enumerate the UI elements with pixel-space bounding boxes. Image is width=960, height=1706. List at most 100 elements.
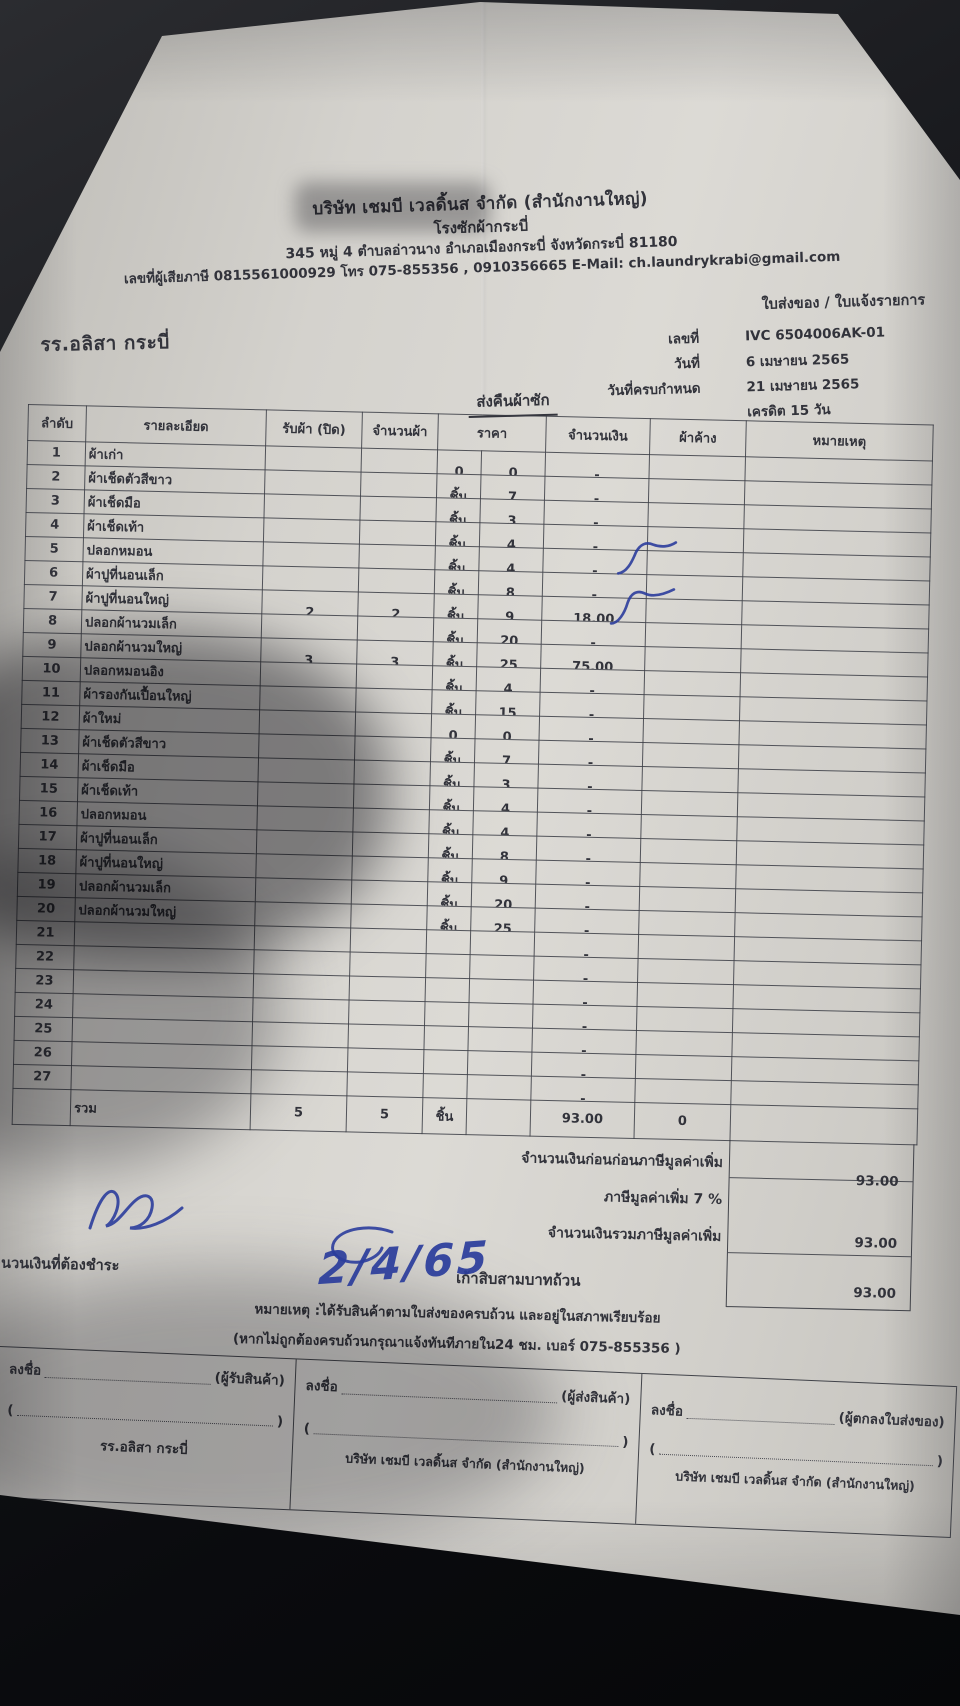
cell-amount: - <box>532 1004 637 1031</box>
cell-unit: ชิ้น <box>432 641 478 667</box>
cell-received <box>263 517 360 545</box>
cell-unit: ชิ้น <box>429 761 475 787</box>
cell-received <box>259 709 356 737</box>
cell-pending <box>643 694 741 721</box>
cell-amount: - <box>543 500 649 527</box>
signature-line: ลงชื่อ (ผู้รับสินค้า) <box>9 1357 286 1391</box>
cell-received <box>255 853 353 880</box>
cell-qty <box>355 688 433 714</box>
meta-label <box>583 412 701 415</box>
cell-qty: 3 <box>356 640 434 666</box>
cell-no: 10 <box>22 656 81 682</box>
cell-pending <box>636 982 734 1009</box>
cell-no: 21 <box>16 920 75 946</box>
cell-unit: ชิ้น <box>433 617 478 643</box>
cell-amount: 93.00 <box>530 1100 635 1139</box>
cell-no: 3 <box>26 488 85 514</box>
cell-unit: ชิ้น <box>428 833 473 859</box>
cell-amount: - <box>537 788 642 815</box>
cell-received <box>252 997 350 1024</box>
name-paren-line: ( ) <box>649 1440 943 1470</box>
cell-unit <box>423 1025 469 1051</box>
subtotal-value: 93.00 <box>855 1172 899 1190</box>
col-header-amount: จำนวนเงิน <box>545 416 651 455</box>
cell-qty <box>351 879 428 906</box>
cell-amount: - <box>539 692 645 719</box>
cell-qty <box>347 1023 425 1050</box>
cell-pending <box>638 934 735 961</box>
cell-pending <box>642 718 740 745</box>
handwritten-signature-receiver <box>82 1178 192 1240</box>
cell-pending <box>638 910 736 937</box>
cell-qty <box>361 448 438 474</box>
cell-price: 0 <box>481 450 546 477</box>
cell-received <box>260 661 357 689</box>
cell-qty <box>347 1047 424 1074</box>
signer-name: บริษัท เชมบี เวลดิ้นส จำกัด (สำนักงานใหญ… <box>675 1468 916 1494</box>
cell-price: 9 <box>471 858 537 885</box>
cell-qty <box>360 472 438 498</box>
paren-close: ) <box>622 1434 629 1451</box>
cell-unit <box>425 953 471 979</box>
cell-unit <box>424 1001 470 1027</box>
cell-no: 25 <box>14 1016 73 1042</box>
paren-open: ( <box>6 1402 14 1419</box>
cell-unit: ชิ้น <box>435 521 480 547</box>
cell-qty <box>353 783 430 810</box>
signature-dotted-line <box>44 1363 211 1385</box>
cell-qty <box>356 664 433 690</box>
cell-pending <box>647 502 745 529</box>
signer-role: (ผู้ส่งสินค้า) <box>560 1388 631 1408</box>
cell-amount: 75.00 <box>540 644 646 671</box>
cell-price: 7 <box>480 474 545 501</box>
signature-dotted-line <box>341 1380 558 1404</box>
cell-no: 11 <box>21 680 81 706</box>
cell-price <box>467 1050 532 1077</box>
col-header-qty: จำนวนผ้า <box>361 412 439 450</box>
cell-qty <box>354 736 432 762</box>
cell-amount: - <box>540 668 645 695</box>
cell-price: 20 <box>471 882 536 909</box>
signature-dotted-line <box>686 1404 836 1426</box>
cell-desc: รวม <box>70 1089 251 1130</box>
cell-pending <box>640 838 737 865</box>
cell-amount: - <box>531 1052 636 1079</box>
cell-price: 25 <box>476 642 542 669</box>
signature-receiver: ลงชื่อ (ผู้รับสินค้า) ( ) รร.อลิสา กระบี… <box>0 1347 296 1509</box>
cell-received <box>263 493 361 521</box>
cell-unit: ชิ้น <box>428 809 474 835</box>
items-body: 1 ผ้าเก่า 0 0-2 ผ้าเช็ดตัวสีขาว ชิ้น 7-3 ผ้าเช็… <box>12 440 933 1145</box>
cell-amount: - <box>533 956 639 983</box>
cell-price <box>470 930 535 957</box>
cell-qty: 5 <box>346 1095 423 1134</box>
cell-price: 4 <box>478 546 544 573</box>
cell-unit: ชิ้น <box>430 737 476 763</box>
cell-pending <box>641 766 739 793</box>
cell-qty <box>349 951 427 978</box>
cell-received <box>264 469 362 497</box>
cell-received <box>259 685 357 713</box>
cell-received <box>254 925 351 952</box>
amount-due-label: จำนวนเงินที่ต้องชำระ <box>0 1255 120 1275</box>
cell-qty <box>352 807 430 834</box>
cell-price <box>466 1074 532 1101</box>
cell-amount: - <box>535 860 641 887</box>
cell-no: 20 <box>16 896 76 922</box>
cell-unit: ชิ้น <box>434 569 479 595</box>
cell-unit <box>422 1073 468 1099</box>
cell-no <box>12 1088 71 1126</box>
cell-no: 7 <box>23 584 83 610</box>
cell-qty <box>357 616 434 642</box>
customer-name: รร.อลิสา กระบี่ <box>40 331 171 356</box>
cell-amount: - <box>534 908 640 935</box>
cell-no: 19 <box>17 872 76 898</box>
cell-amount: - <box>536 836 641 863</box>
col-header-remark: หมายเหตุ <box>745 420 934 462</box>
cell-amount: - <box>533 980 638 1007</box>
cell-no: 13 <box>20 728 80 754</box>
cell-price: 8 <box>472 834 537 861</box>
cell-received <box>258 733 356 760</box>
cell-unit: ชิ้น <box>427 881 472 907</box>
